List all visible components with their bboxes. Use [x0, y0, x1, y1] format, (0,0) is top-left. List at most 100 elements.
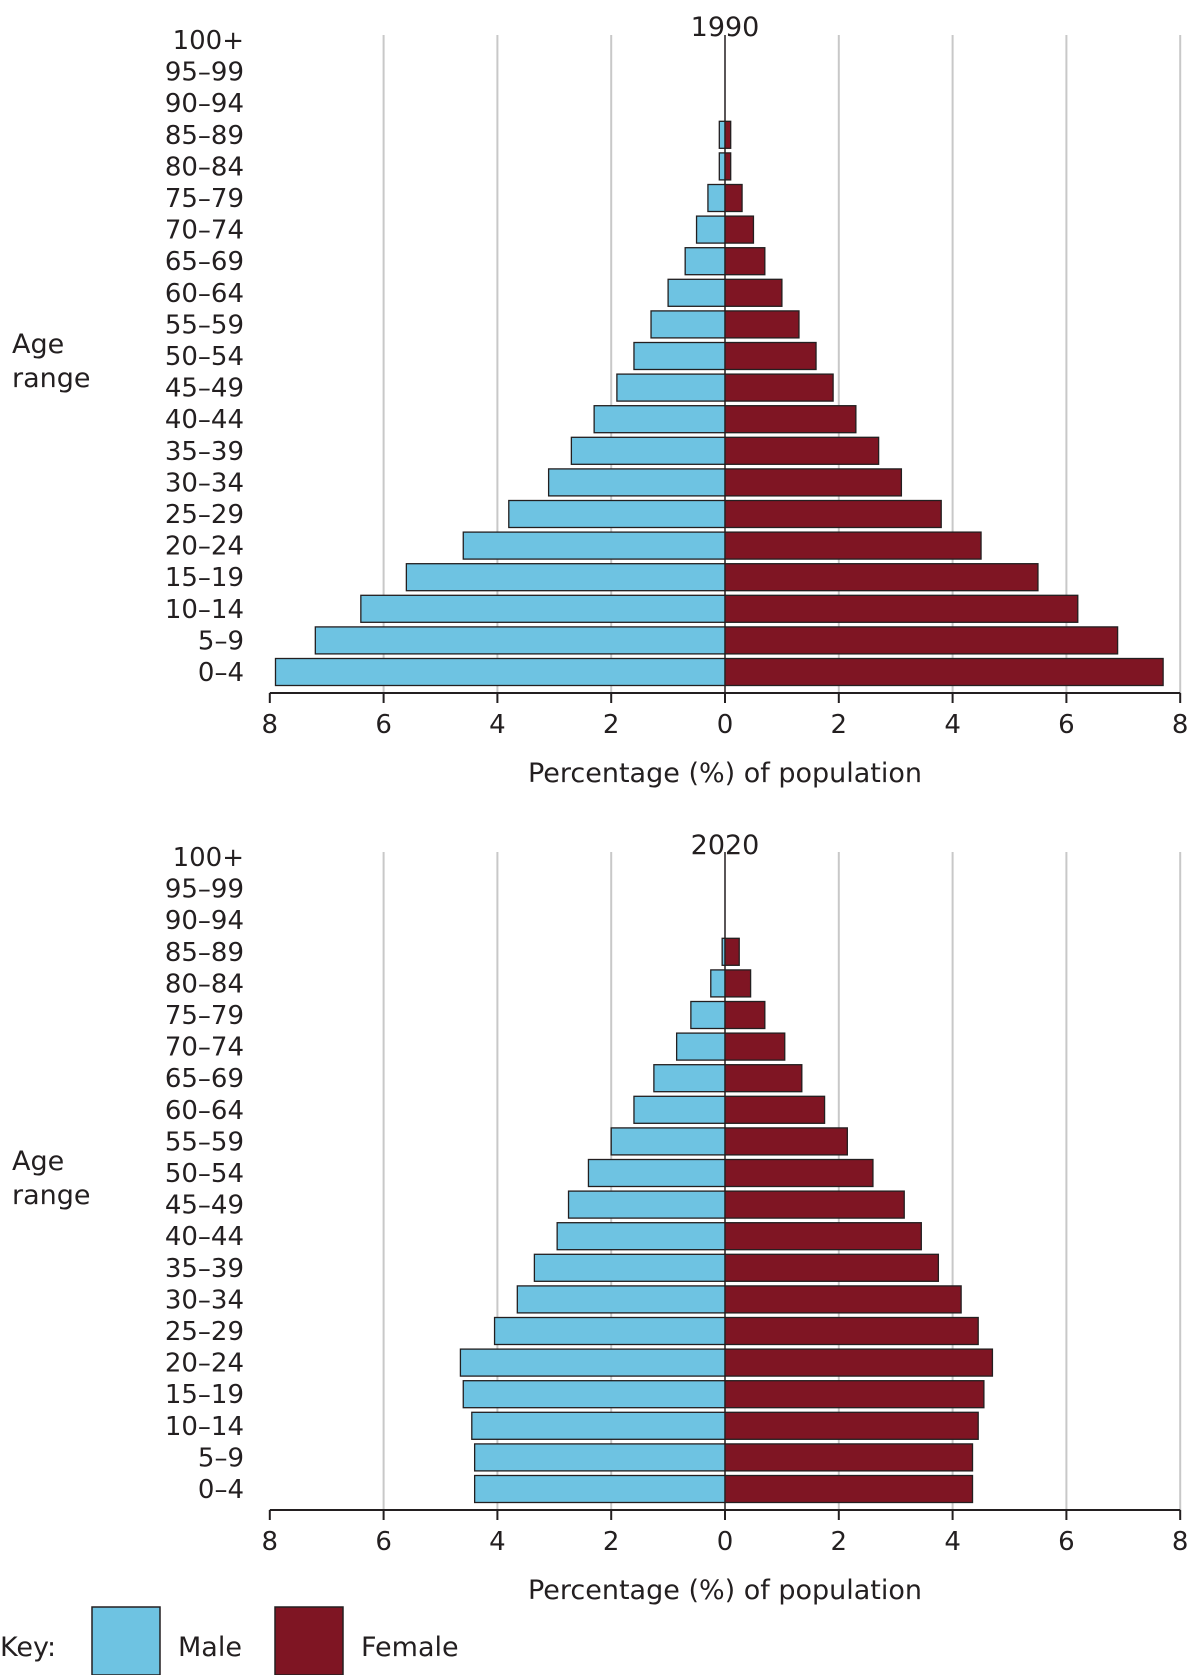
chart-title: 2020 — [691, 830, 760, 861]
age-tick-label: 25–29 — [165, 500, 244, 530]
bar-female-35–39 — [724, 1253, 940, 1282]
bar-female-5–9 — [724, 1443, 974, 1472]
bar-female-70–74 — [724, 1032, 786, 1061]
bar-female-60–64 — [724, 278, 783, 307]
bar-female-60–64 — [724, 1095, 826, 1124]
bar-female-35–39 — [724, 436, 880, 465]
bar-male-85–89 — [718, 120, 726, 149]
bar-male-80–84 — [710, 969, 726, 998]
age-tick-label: 65–69 — [165, 1064, 244, 1094]
bar-male-5–9 — [473, 1443, 726, 1472]
age-tick-label: 90–94 — [165, 906, 244, 936]
age-tick-label: 85–89 — [165, 121, 244, 151]
age-tick-label: 10–14 — [165, 595, 244, 625]
x-tick-label: 2 — [831, 1527, 848, 1557]
legend-female-label: Female — [361, 1632, 459, 1663]
age-tick-label: 50–54 — [165, 1159, 244, 1189]
x-tick-label: 4 — [944, 710, 961, 740]
bar-female-85–89 — [724, 120, 732, 149]
age-tick-label: 85–89 — [165, 938, 244, 968]
age-tick-label: 10–14 — [165, 1412, 244, 1442]
bar-male-20–24 — [462, 531, 726, 560]
bar-female-55–59 — [724, 310, 800, 339]
bar-male-30–34 — [516, 1285, 726, 1314]
bar-male-40–44 — [593, 405, 726, 434]
age-tick-label: 15–19 — [165, 563, 244, 593]
bar-male-50–54 — [633, 341, 726, 371]
bar-female-5–9 — [724, 626, 1119, 655]
bar-female-70–74 — [724, 215, 755, 244]
age-tick-label: 20–24 — [165, 1349, 244, 1379]
bar-female-40–44 — [724, 1222, 922, 1251]
age-tick-label: 70–74 — [165, 1033, 244, 1063]
bar-male-35–39 — [533, 1253, 726, 1282]
legend-male-label: Male — [178, 1632, 242, 1663]
bar-male-70–74 — [675, 1032, 726, 1061]
x-tick-label: 0 — [717, 710, 734, 740]
bar-male-15–19 — [462, 1380, 726, 1409]
x-tick-label: 6 — [1058, 710, 1075, 740]
bar-female-65–69 — [724, 1064, 803, 1093]
bar-male-70–74 — [695, 215, 726, 244]
bar-female-0–4 — [724, 1474, 974, 1504]
bar-male-75–79 — [690, 1000, 726, 1030]
bar-female-50–54 — [724, 1158, 874, 1188]
age-tick-label: 50–54 — [165, 342, 244, 372]
x-tick-label: 8 — [262, 1527, 279, 1557]
legend-key-label: Key: — [0, 1632, 56, 1663]
bar-male-10–14 — [360, 594, 726, 623]
bar-male-25–29 — [508, 499, 726, 529]
bar-female-25–29 — [724, 499, 942, 529]
bar-male-60–64 — [667, 278, 726, 307]
age-tick-label: 65–69 — [165, 247, 244, 277]
age-tick-label: 30–34 — [165, 468, 244, 498]
x-tick-label: 8 — [1172, 1527, 1189, 1557]
bar-female-80–84 — [724, 969, 752, 998]
bar-male-25–29 — [493, 1316, 726, 1346]
bar-female-80–84 — [724, 152, 732, 181]
bar-female-0–4 — [724, 657, 1164, 687]
age-tick-label: 55–59 — [165, 1127, 244, 1157]
age-tick-label: 45–49 — [165, 1191, 244, 1221]
x-tick-label: 4 — [489, 1527, 506, 1557]
age-tick-label: 55–59 — [165, 310, 244, 340]
age-tick-label: 95–99 — [165, 875, 244, 905]
bar-male-0–4 — [274, 657, 726, 687]
pyramid-chart-1990: 1990 0–45–910–1415–1920–2425–2930–3435–39… — [12, 12, 1188, 789]
bar-male-35–39 — [570, 436, 726, 465]
bar-female-55–59 — [724, 1127, 848, 1156]
bar-male-55–59 — [650, 310, 726, 339]
bar-female-10–14 — [724, 1411, 979, 1440]
bar-female-30–34 — [724, 1285, 962, 1314]
age-tick-label: 70–74 — [165, 216, 244, 246]
x-tick-label: 2 — [831, 710, 848, 740]
bar-male-40–44 — [556, 1222, 726, 1251]
age-tick-label: 75–79 — [165, 184, 244, 214]
legend-male-swatch — [91, 1606, 161, 1675]
bar-female-40–44 — [724, 405, 857, 434]
age-tick-label: 40–44 — [165, 1222, 244, 1252]
bar-female-20–24 — [724, 531, 982, 560]
age-tick-label: 60–64 — [165, 279, 244, 309]
bar-female-25–29 — [724, 1316, 979, 1346]
bar-male-80–84 — [718, 152, 726, 181]
y-axis-label-line2: range — [12, 363, 91, 394]
bar-male-65–69 — [684, 247, 726, 276]
age-tick-label: 35–39 — [165, 1254, 244, 1284]
bar-male-5–9 — [314, 626, 726, 655]
bar-male-45–49 — [616, 373, 726, 402]
x-tick-label: 6 — [375, 1527, 392, 1557]
bar-male-0–4 — [473, 1474, 726, 1504]
bar-female-45–49 — [724, 1190, 905, 1219]
bar-female-30–34 — [724, 468, 903, 497]
y-axis-label-line1: Age — [12, 329, 64, 360]
x-tick-label: 8 — [262, 710, 279, 740]
x-tick-label: 8 — [1172, 710, 1189, 740]
bar-female-15–19 — [724, 563, 1039, 592]
age-tick-label: 5–9 — [198, 1443, 244, 1473]
x-axis-label: Percentage (%) of population — [528, 758, 922, 789]
age-tick-label: 30–34 — [165, 1285, 244, 1315]
age-tick-label: 100+ — [173, 843, 244, 873]
age-tick-label: 40–44 — [165, 405, 244, 435]
